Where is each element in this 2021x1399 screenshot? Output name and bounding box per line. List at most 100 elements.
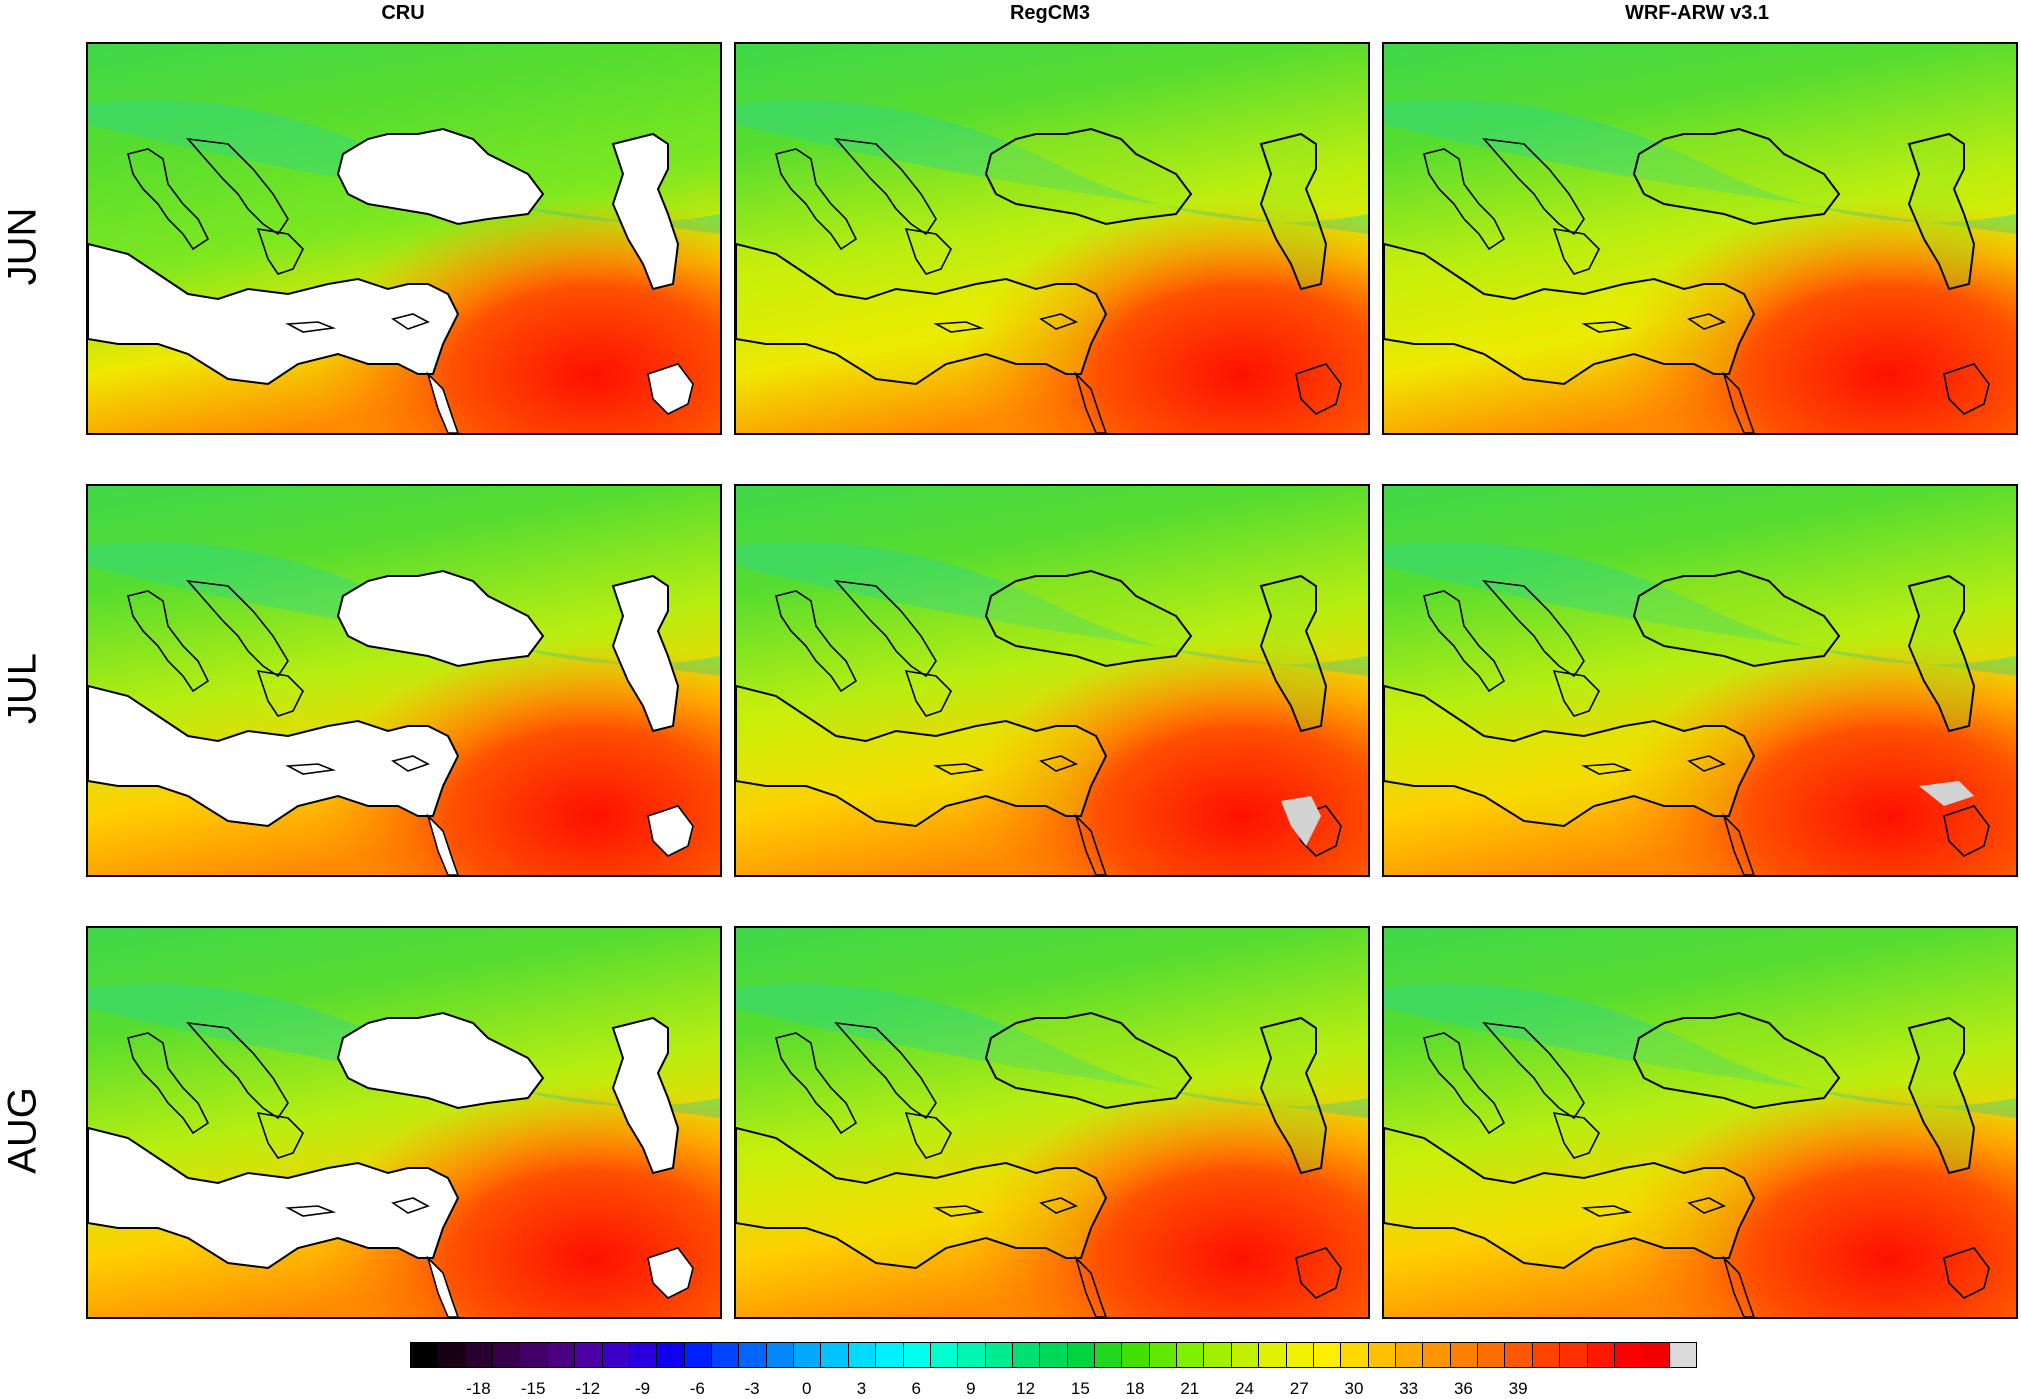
cyprus-coastline	[391, 313, 430, 330]
colorbar-tick-label: 27	[1289, 1379, 1309, 1398]
gulf-coastline	[1295, 1247, 1342, 1299]
cyprus-coastline	[1039, 1197, 1078, 1214]
cyprus-coastline	[391, 1197, 430, 1214]
crete-coastline	[1581, 1205, 1633, 1217]
colorbar-swatch	[1230, 1342, 1260, 1368]
cyprus-coastline	[1687, 1197, 1726, 1214]
gulf-coastline	[647, 363, 694, 415]
colorbar-swatch	[519, 1342, 548, 1368]
redsea-coastline	[426, 371, 459, 433]
blacksea-outline	[1632, 569, 1841, 668]
crete-coastline	[285, 1205, 337, 1217]
colorbar-tick-label: 15	[1070, 1379, 1090, 1398]
balkans-coastline	[1482, 579, 1585, 678]
colorbar-swatch	[793, 1342, 822, 1368]
map-panel-aug-regcm3	[734, 926, 1370, 1319]
colorbar-tick-label: -6	[689, 1379, 705, 1398]
row-title-jun: JUN	[0, 207, 45, 286]
crete-coastline	[933, 321, 985, 333]
greece-coastline	[256, 669, 304, 717]
caspian-outline	[1907, 574, 1976, 733]
colorbar-swatch	[683, 1342, 712, 1368]
caspian-outline	[611, 1016, 680, 1175]
colorbar-swatch	[1422, 1342, 1451, 1368]
over-range-region	[1919, 781, 1974, 806]
colorbar-tick-label: 36	[1453, 1379, 1473, 1398]
gulf-coastline	[1943, 1247, 1990, 1299]
map-panel-aug-wrf-arw-v3-1	[1382, 926, 2018, 1319]
redsea-coastline	[426, 1255, 459, 1317]
colorbar-swatch	[546, 1342, 576, 1368]
italy-coastline	[127, 590, 210, 693]
colorbar-swatch	[1504, 1342, 1533, 1368]
desert-hot-region	[1384, 486, 2016, 875]
desert-hot-region	[1384, 44, 2016, 433]
colorbar-swatch	[410, 1342, 439, 1368]
colorbar-swatch	[1477, 1342, 1506, 1368]
crete-coastline	[933, 1205, 985, 1217]
colorbar-tick-label: 39	[1508, 1379, 1528, 1398]
redsea-coastline	[1722, 813, 1755, 875]
crete-coastline	[285, 763, 337, 775]
italy-coastline	[127, 148, 210, 251]
italy-coastline	[775, 590, 858, 693]
colorbar-swatch	[1094, 1342, 1123, 1368]
colorbar-tick-label: 21	[1180, 1379, 1200, 1398]
colorbar-swatch	[957, 1342, 986, 1368]
redsea-coastline	[1722, 371, 1755, 433]
colorbar-swatch	[1668, 1342, 1697, 1368]
caspian-outline	[1259, 574, 1328, 733]
column-title-cru: CRU	[381, 2, 425, 24]
redsea-coastline	[1722, 1255, 1755, 1317]
blacksea-outline	[1632, 1011, 1841, 1110]
colorbar-swatch	[1011, 1342, 1041, 1368]
cyprus-coastline	[1039, 755, 1078, 772]
crete-coastline	[285, 321, 337, 333]
colorbar-swatch	[1531, 1342, 1561, 1368]
caspian-outline	[1907, 1016, 1976, 1175]
map-panel-jul-wrf-arw-v3-1	[1382, 484, 2018, 877]
greece-coastline	[1552, 1111, 1600, 1159]
italy-coastline	[1423, 590, 1506, 693]
gulf-coastline	[1295, 363, 1342, 415]
gulf-coastline	[1943, 805, 1990, 857]
colorbar-swatch	[902, 1342, 931, 1368]
gulf-coastline	[647, 805, 694, 857]
colorbar-tick-label: 9	[966, 1379, 976, 1398]
crete-coastline	[1581, 321, 1633, 333]
medsea-outline	[88, 242, 460, 386]
greece-coastline	[256, 227, 304, 275]
colorbar-swatch	[1449, 1342, 1479, 1368]
colorbar-swatch	[656, 1342, 685, 1368]
blacksea-outline	[984, 1011, 1193, 1110]
balkans-coastline	[834, 1021, 937, 1120]
colorbar-swatch	[1367, 1342, 1397, 1368]
medsea-outline	[1384, 242, 1756, 386]
medsea-outline	[88, 684, 460, 828]
colorbar-swatch	[628, 1342, 658, 1368]
colorbar-tick-label: -15	[520, 1379, 546, 1398]
cyprus-coastline	[1039, 313, 1078, 330]
colorbar-swatch	[1176, 1342, 1205, 1368]
balkans-coastline	[186, 137, 289, 236]
greece-coastline	[904, 1111, 952, 1159]
blacksea-outline	[984, 127, 1193, 226]
gulf-coastline	[1295, 805, 1342, 857]
colorbar-swatch	[875, 1342, 904, 1368]
balkans-coastline	[186, 1021, 289, 1120]
colorbar-tick-label: 33	[1399, 1379, 1419, 1398]
greece-coastline	[256, 1111, 304, 1159]
gulf-coastline	[1943, 363, 1990, 415]
map-panel-jul-cru	[86, 484, 722, 877]
greece-coastline	[1552, 227, 1600, 275]
map-panel-jun-regcm3	[734, 42, 1370, 435]
desert-hot-region	[88, 486, 720, 875]
caspian-outline	[1259, 132, 1328, 291]
colorbar-swatch	[1641, 1342, 1670, 1368]
medsea-outline	[88, 1126, 460, 1270]
cyprus-coastline	[1687, 755, 1726, 772]
colorbar-swatch	[1258, 1342, 1287, 1368]
colorbar-tick-label: -18	[466, 1379, 491, 1398]
medsea-outline	[1384, 1126, 1756, 1270]
colorbar-swatch	[1340, 1342, 1369, 1368]
